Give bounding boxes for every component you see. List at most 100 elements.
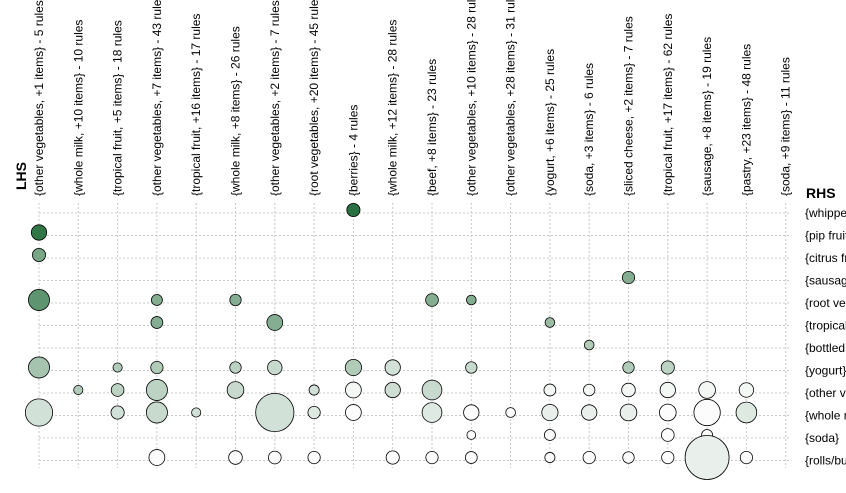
lhs-label: {other vegetables, +28 items} - 31 rules <box>504 0 518 196</box>
bubble-point <box>345 404 362 421</box>
bubble-point <box>622 361 635 374</box>
lhs-label: {whole milk, +12 items} - 28 rules <box>386 20 400 196</box>
bubble-point <box>229 293 242 307</box>
bubble-point <box>739 450 753 465</box>
lhs-label: {sausage, +8 items} - 19 rules <box>700 37 714 196</box>
lhs-label: {other vegetables, +7 items} - 43 rules <box>150 0 164 196</box>
rhs-label: {citrus fruit} <box>805 251 846 265</box>
rhs-axis-title: RHS <box>806 185 836 201</box>
lhs-label: {other vegetables, +2 items} - 7 rules <box>268 0 282 196</box>
bubble-point <box>425 450 439 465</box>
rhs-label: {tropical fruit} <box>805 319 846 333</box>
lhs-label: {berries} - 4 rules <box>346 105 360 196</box>
bubble-point <box>466 430 477 440</box>
bubble-point <box>266 314 284 331</box>
bubble-point <box>735 401 758 424</box>
rhs-label: {whipped/sour cream} <box>805 206 846 220</box>
bubble-point <box>308 384 320 396</box>
grid-lines <box>38 203 790 468</box>
bubble-point <box>255 392 295 433</box>
rhs-label: {root vegetables} <box>805 296 846 310</box>
bubble-point <box>684 435 730 480</box>
bubble-point <box>465 361 478 374</box>
lhs-labels: {other vegetables, +1 items} - 5 rules {w… <box>32 0 793 196</box>
bubble-point <box>28 289 50 311</box>
bubble-point <box>466 294 477 306</box>
bubble-point <box>583 339 595 351</box>
bubble-point <box>463 404 480 421</box>
rhs-label: {pip fruit} <box>805 229 846 243</box>
bubble-point <box>191 407 202 418</box>
rhs-label: {whole milk} <box>805 409 846 423</box>
bubble-point <box>464 451 478 464</box>
bubble-point <box>659 403 677 422</box>
bubble-point <box>150 360 164 375</box>
bubble-point <box>544 429 556 441</box>
lhs-label: {soda, +3 items} - 6 rules <box>582 63 596 196</box>
bubble-point <box>24 398 54 427</box>
bubble-point <box>583 383 596 397</box>
rhs-label: {bottled water} <box>805 341 846 355</box>
bubble-point <box>345 381 362 399</box>
bubble-point <box>581 404 598 421</box>
bubble-point <box>621 382 636 398</box>
bubble-point <box>738 382 755 398</box>
lhs-label: {whole milk, +8 items} - 26 rules <box>229 26 243 196</box>
lhs-label: {whole milk, +10 items} - 10 rules <box>71 20 85 196</box>
bubble-point <box>425 293 439 307</box>
bubble-point <box>621 270 636 285</box>
bubble-point <box>698 381 716 399</box>
bubble-point <box>385 450 400 465</box>
lhs-label: {root vegetables, +20 items} - 45 rules <box>307 0 321 196</box>
bubble-point <box>145 379 168 401</box>
bubble-point <box>660 360 675 375</box>
bubble-point <box>384 359 401 376</box>
bubble-point <box>384 381 401 399</box>
bubble-point <box>150 294 163 306</box>
bubble-point <box>543 383 557 397</box>
bubble-point <box>582 450 596 465</box>
bubble-point <box>307 450 321 465</box>
lhs-label: {pastry, +23 items} - 48 rules <box>739 44 753 196</box>
bubbles <box>24 202 758 480</box>
rhs-label: {rolls/buns} <box>805 454 846 468</box>
lhs-axis-title: LHS <box>13 162 29 190</box>
bubble-point <box>229 361 242 374</box>
lhs-label: {tropical fruit, +16 items} - 17 rules <box>189 14 203 196</box>
lhs-label: {tropical fruit, +17 items} - 62 rules <box>661 14 675 196</box>
rhs-label: {other vegetables} <box>805 386 846 400</box>
rhs-label: {soda} <box>805 431 839 445</box>
bubble-point <box>505 407 516 418</box>
bubble-point <box>267 359 283 376</box>
bubble-point <box>110 405 125 420</box>
bubble-point <box>226 381 245 399</box>
bubble-point <box>346 202 361 217</box>
lhs-label: {soda, +9 items} - 11 rules <box>779 57 793 196</box>
bubble-point <box>661 450 675 465</box>
rhs-label: {sausage} <box>805 274 846 288</box>
rhs-label: {yogurt} <box>805 364 846 378</box>
bubble-point <box>344 358 362 377</box>
bubble-point <box>541 403 559 422</box>
bubble-point <box>148 449 166 466</box>
lhs-label: {other vegetables, +1 items} - 5 rules <box>32 0 46 196</box>
bubble-point <box>110 383 125 397</box>
bubble-point <box>544 452 556 463</box>
bubble-point <box>28 356 50 379</box>
bubble-point <box>544 317 556 328</box>
bubble-point <box>112 362 123 373</box>
bubble-point <box>150 316 164 329</box>
bubble-point <box>421 379 443 401</box>
lhs-label: {sliced cheese, +2 items} - 7 rules <box>622 16 636 196</box>
lhs-label: {tropical fruit, +5 items} - 18 rules <box>111 20 125 196</box>
lhs-label: {beef, +8 items} - 23 rules <box>425 59 439 196</box>
bubble-point <box>693 398 721 427</box>
rhs-labels: {whipped/sour cream} {pip fruit} {citrus f… <box>805 206 846 468</box>
bubble-point <box>228 450 243 465</box>
bubble-point <box>622 451 635 464</box>
bubble-point <box>73 384 84 396</box>
bubble-point <box>661 428 675 442</box>
bubble-point <box>268 450 282 465</box>
bubble-point <box>32 247 47 262</box>
